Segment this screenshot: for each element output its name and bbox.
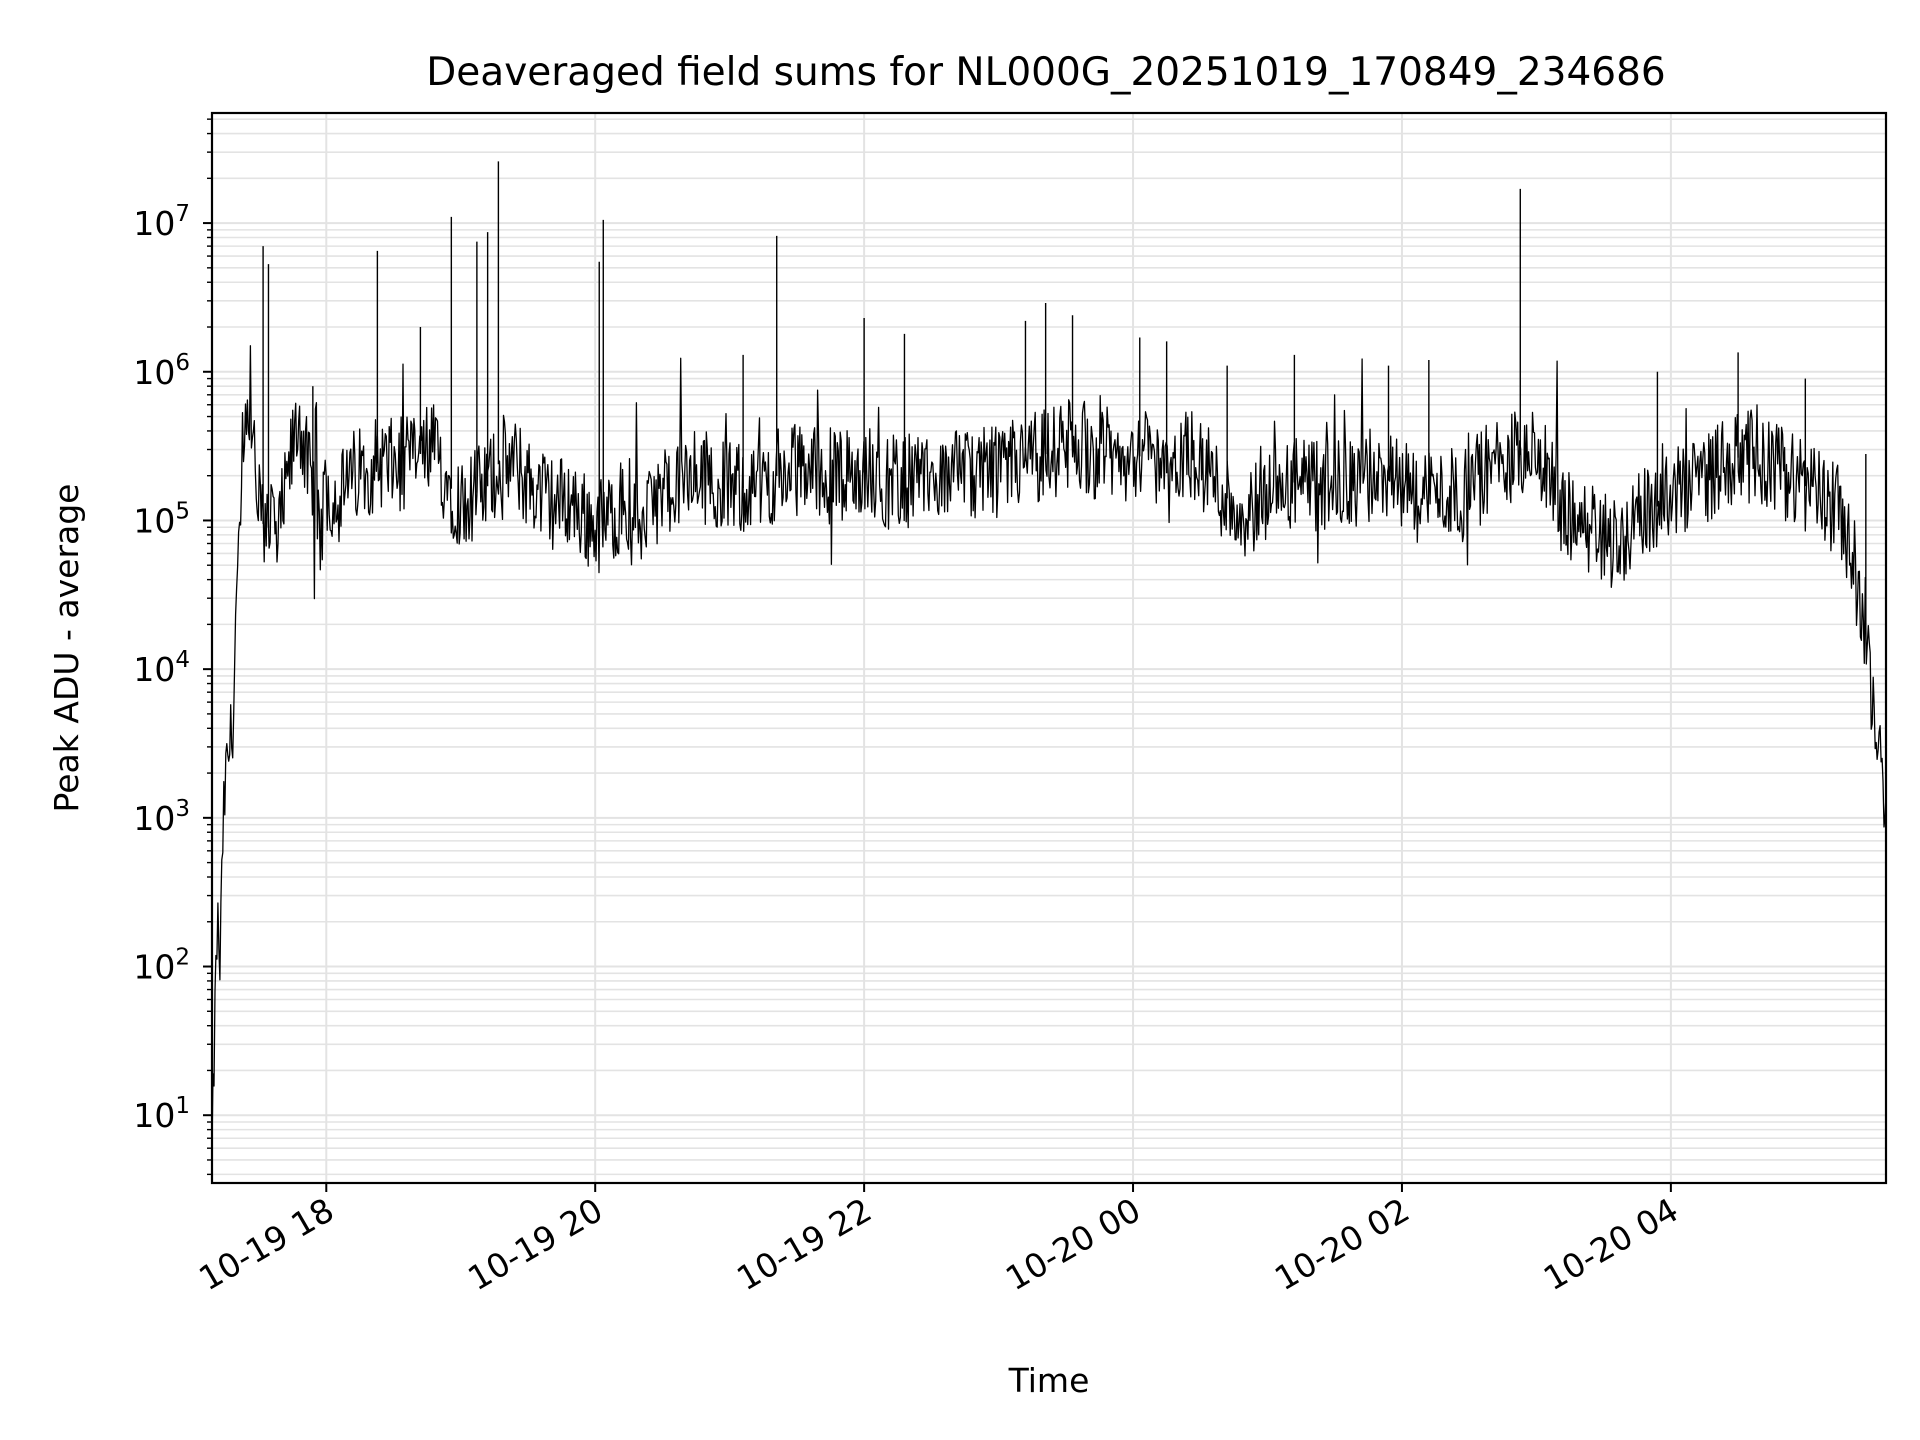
y-tick-label: 101 xyxy=(133,1093,190,1135)
y-tick-label: 107 xyxy=(133,201,190,243)
x-tick-label: 10-20 02 xyxy=(1268,1190,1416,1298)
x-tick-label: 10-20 00 xyxy=(999,1190,1147,1298)
y-tick-label: 103 xyxy=(133,796,190,838)
y-axis-label: Peak ADU - average xyxy=(47,484,86,813)
grid-lines xyxy=(212,113,1886,1183)
series-line xyxy=(212,345,1886,1149)
x-tick-label: 10-19 20 xyxy=(461,1190,609,1298)
y-tick-label: 102 xyxy=(133,945,190,987)
x-axis: 10-19 18 10-19 20 10-19 22 10-20 00 10-20 02… xyxy=(192,1183,1685,1298)
y-axis: 101 102 103 104 105 106 107 xyxy=(133,118,212,1176)
x-tick-label: 10-19 22 xyxy=(730,1190,878,1298)
data-series xyxy=(212,161,1886,1149)
x-tick-label: 10-20 04 xyxy=(1537,1190,1685,1298)
x-tick-label: 10-19 18 xyxy=(192,1190,340,1298)
x-axis-label: Time xyxy=(1008,1361,1090,1400)
y-tick-label: 106 xyxy=(133,350,190,392)
y-tick-label: 105 xyxy=(133,498,190,540)
y-tick-label: 104 xyxy=(133,647,190,689)
plot-frame xyxy=(210,111,1888,1185)
chart-title: Deaveraged field sums for NL000G_2025101… xyxy=(426,50,1665,95)
